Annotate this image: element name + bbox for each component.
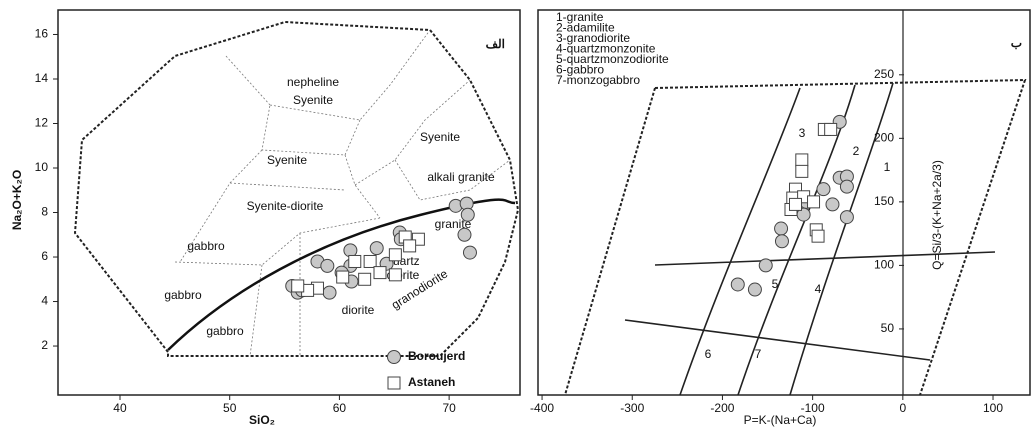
data-point xyxy=(403,239,417,253)
legend-label: Boroujerd xyxy=(408,349,465,363)
data-point xyxy=(388,268,402,282)
field-label: 4 xyxy=(815,282,822,296)
key-entry: 7-monzogabbro xyxy=(556,73,640,87)
x-axis-label: P=K-(Na+Ca) xyxy=(744,413,817,427)
field-label: 6 xyxy=(705,347,712,361)
field-label: Syenite xyxy=(267,153,307,167)
field-label: diorite xyxy=(342,303,375,317)
data-point xyxy=(758,258,773,273)
data-point xyxy=(388,248,402,262)
field-label: 7 xyxy=(755,347,762,361)
data-point xyxy=(839,179,854,194)
y-tick-label: 50 xyxy=(881,321,895,335)
field-label: nepheline xyxy=(287,75,339,89)
alkaline-divider xyxy=(167,198,516,351)
data-point xyxy=(774,221,789,236)
field-label: 3 xyxy=(799,126,806,140)
y-tick-label: 10 xyxy=(35,160,49,174)
data-point xyxy=(320,258,335,273)
x-tick-label: 50 xyxy=(223,401,237,415)
field-label: Syenite xyxy=(420,130,460,144)
data-point xyxy=(747,282,762,297)
data-point xyxy=(460,207,475,222)
key-entry: 4-quartzmonzonite xyxy=(556,42,656,56)
key-entry: 6-gabbro xyxy=(556,63,604,77)
data-point xyxy=(730,277,745,292)
x-axis-label: SiO₂ xyxy=(249,413,275,427)
data-point xyxy=(811,229,825,243)
x-tick-label: 60 xyxy=(333,401,347,415)
field-label: gabbro xyxy=(164,288,202,302)
field-label: 5 xyxy=(772,277,779,291)
data-point xyxy=(363,254,377,268)
data-point xyxy=(788,197,802,211)
key-entry: 1-granite xyxy=(556,10,604,24)
legend-marker xyxy=(387,350,401,364)
field-label: Syenite-diorite xyxy=(247,199,324,213)
y-tick-label: 100 xyxy=(874,258,894,272)
x-tick-label: 100 xyxy=(983,401,1003,415)
x-tick-label: -200 xyxy=(710,401,734,415)
y-tick-label: 150 xyxy=(874,194,894,208)
field-label: alkali granite xyxy=(427,170,495,184)
data-point xyxy=(291,279,305,293)
right-frame xyxy=(537,9,1031,396)
field-label: gabbro xyxy=(187,239,225,253)
data-point xyxy=(795,164,809,178)
data-point xyxy=(457,227,472,242)
left-frame xyxy=(57,9,521,396)
data-point xyxy=(795,153,809,167)
chart-title: ب xyxy=(1011,36,1022,50)
key-entry: 3-granodiorite xyxy=(556,31,630,45)
x-tick-label: -300 xyxy=(620,401,644,415)
data-point xyxy=(343,243,358,258)
legend-label: Astaneh xyxy=(408,375,455,389)
field-label: 2 xyxy=(853,144,860,158)
y-tick-label: 16 xyxy=(35,27,49,41)
data-point xyxy=(369,241,384,256)
x-tick-label: -400 xyxy=(530,401,554,415)
data-point xyxy=(348,254,362,268)
data-point xyxy=(839,210,854,225)
field-label: granite xyxy=(435,217,472,231)
y-tick-label: 4 xyxy=(41,294,48,308)
data-point xyxy=(774,234,789,249)
field-outline xyxy=(73,20,520,357)
data-point xyxy=(373,266,387,280)
data-point xyxy=(322,285,337,300)
data-point xyxy=(807,195,821,209)
legend-marker xyxy=(387,376,401,390)
data-point xyxy=(825,197,840,212)
field-label: 1 xyxy=(884,160,891,174)
y-tick-label: 2 xyxy=(41,338,48,352)
field-label: gabbro xyxy=(206,324,244,338)
data-point xyxy=(824,122,838,136)
key-entry: 2-adamilite xyxy=(556,21,615,35)
key-entry: 5-quartzmonzodiorite xyxy=(556,52,669,66)
field-label: Syenite xyxy=(293,93,333,107)
x-tick-label: 70 xyxy=(442,401,456,415)
y-tick-label: 8 xyxy=(41,205,48,219)
data-point xyxy=(462,245,477,260)
x-tick-label: 40 xyxy=(113,401,127,415)
y-axis-label: Na₂O+K₂O xyxy=(10,170,24,230)
y-tick-label: 14 xyxy=(35,71,49,85)
y-tick-label: 250 xyxy=(874,67,894,81)
y-tick-label: 12 xyxy=(35,116,49,130)
field-outline xyxy=(564,78,1027,396)
y-tick-label: 200 xyxy=(874,131,894,145)
x-tick-label: 0 xyxy=(899,401,906,415)
data-point xyxy=(358,272,372,286)
data-point xyxy=(816,182,831,197)
data-point xyxy=(336,270,350,284)
x-tick-label: -100 xyxy=(801,401,825,415)
y-axis-label: Q=Si/3-(K+Na+2a/3) xyxy=(930,160,944,270)
y-tick-label: 6 xyxy=(41,249,48,263)
chart-title: الف xyxy=(486,37,505,51)
